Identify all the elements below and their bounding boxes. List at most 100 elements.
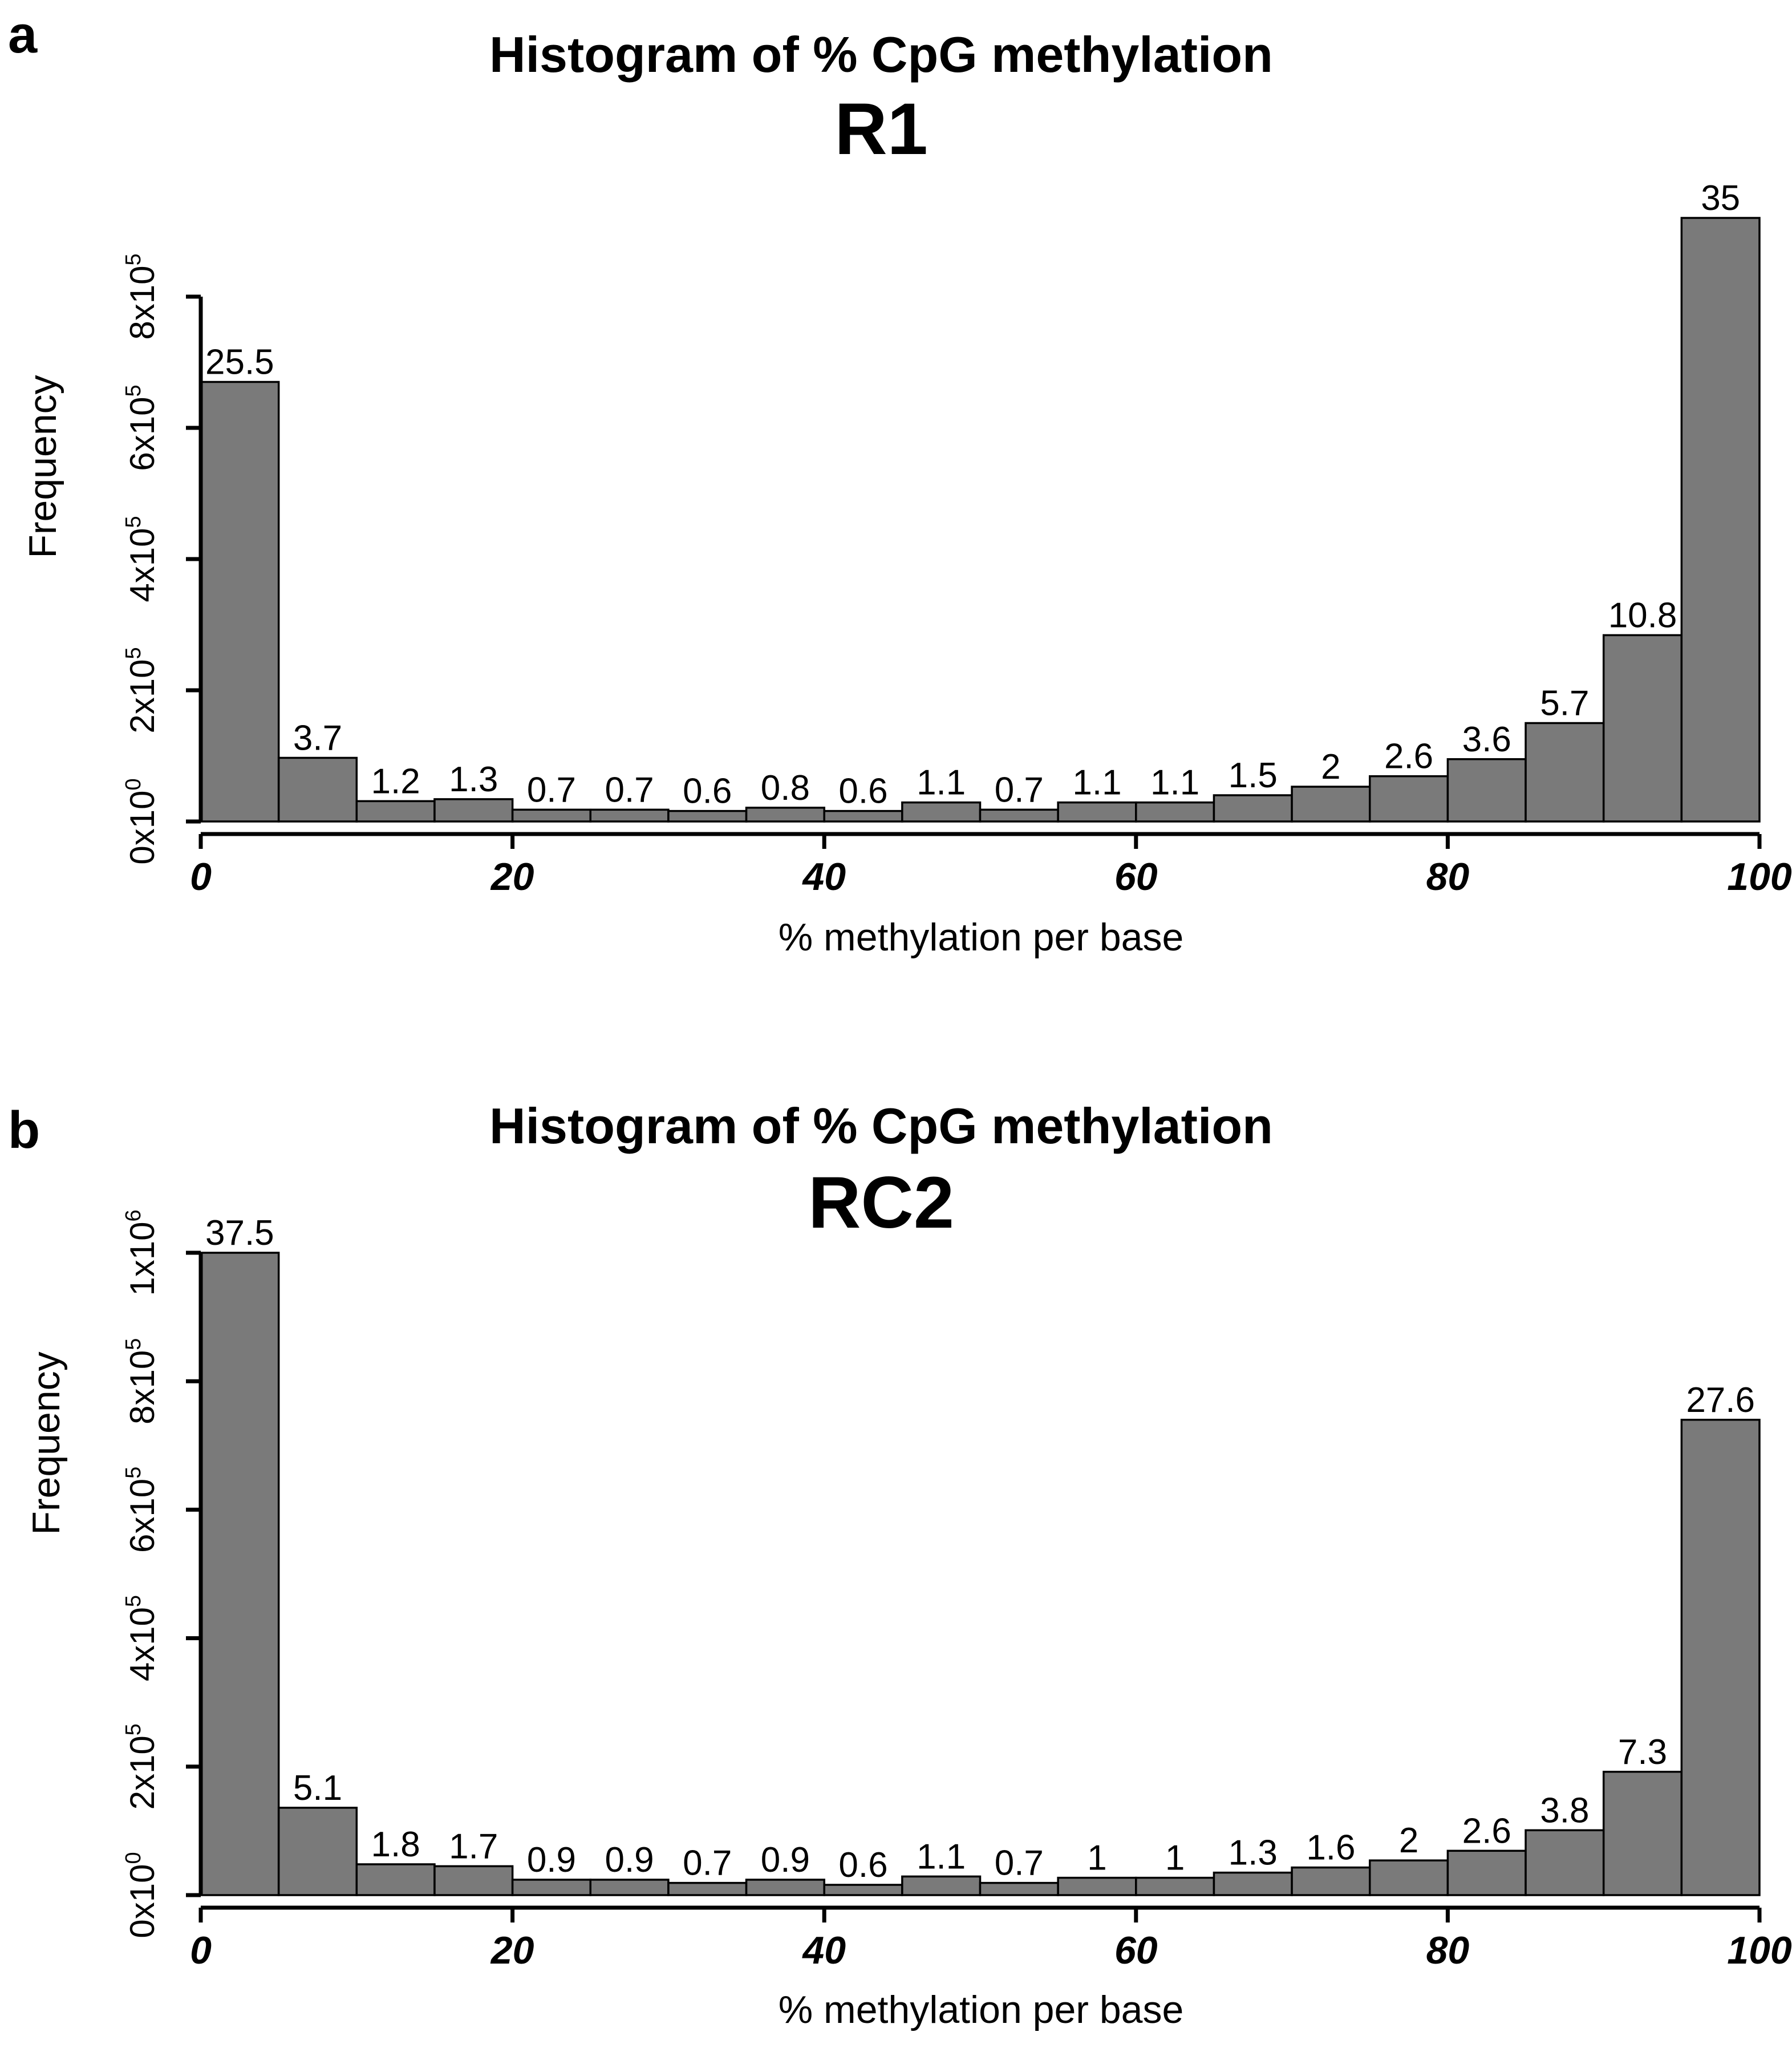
bar-data-label: 0.6 bbox=[838, 1845, 887, 1885]
y-tick-exponent: 0 bbox=[121, 1852, 145, 1864]
y-tick-exponent: 5 bbox=[121, 516, 145, 528]
histogram-bar bbox=[1135, 1876, 1215, 1896]
histogram-bar bbox=[667, 810, 748, 823]
x-tick-label: 40 bbox=[801, 1929, 846, 1972]
histogram-bar bbox=[355, 800, 436, 823]
chart-title: Histogram of % CpG methylation bbox=[489, 1098, 1273, 1154]
y-tick-label: 2x105 bbox=[121, 647, 161, 733]
y-tick-exponent: 5 bbox=[121, 1595, 145, 1607]
x-tick-label: 80 bbox=[1426, 1929, 1470, 1972]
histogram-panel-b: b Histogram of % CpG methylation RC2 Fre… bbox=[8, 1098, 1792, 2031]
panel-label: b bbox=[8, 1101, 40, 1159]
x-axis-label: % methylation per base bbox=[779, 1988, 1184, 2031]
bar-data-label: 0.6 bbox=[683, 772, 732, 811]
chart-subtitle: R1 bbox=[834, 88, 928, 170]
bar-data-label: 5.7 bbox=[1540, 684, 1589, 723]
bar-data-label: 10.8 bbox=[1608, 596, 1677, 635]
histogram-bar bbox=[1446, 1849, 1527, 1896]
bar-data-label: 1.6 bbox=[1306, 1828, 1355, 1868]
x-tick-label: 60 bbox=[1114, 1929, 1158, 1972]
bar-data-label: 2.6 bbox=[1384, 737, 1433, 776]
bar-group bbox=[200, 1252, 1761, 1896]
bar-data-label: 0.7 bbox=[683, 1844, 732, 1883]
histogram-bar bbox=[511, 808, 591, 823]
x-tick-label: 80 bbox=[1426, 855, 1470, 898]
bar-data-label: 0.8 bbox=[761, 768, 810, 808]
histogram-bar bbox=[823, 810, 903, 823]
bar-data-label: 0.7 bbox=[995, 770, 1044, 810]
y-tick-exponent: 6 bbox=[121, 1209, 145, 1221]
bar-data-label: 1.7 bbox=[449, 1827, 498, 1866]
bar-data-label: 2 bbox=[1321, 747, 1340, 787]
histogram-bar bbox=[667, 1881, 748, 1896]
y-tick-exponent: 5 bbox=[121, 647, 145, 659]
bar-data-label: 2.6 bbox=[1462, 1811, 1511, 1851]
x-tick-label: 0 bbox=[190, 855, 212, 898]
histogram-bar bbox=[1213, 794, 1293, 823]
x-tick-label: 100 bbox=[1727, 855, 1792, 898]
y-tick-base: 8x10 bbox=[123, 266, 161, 340]
y-tick-base: 0x10 bbox=[123, 1864, 161, 1938]
x-axis: 0 20 40 60 80 100 bbox=[190, 1905, 1792, 1972]
y-tick-label: 6x105 bbox=[121, 384, 161, 471]
histogram-bar bbox=[1602, 634, 1683, 823]
bar-data-label: 0.9 bbox=[605, 1840, 654, 1880]
bar-data-label: 37.5 bbox=[205, 1213, 274, 1253]
x-tick-label: 20 bbox=[490, 1929, 534, 1972]
bar-data-label: 3.8 bbox=[1540, 1791, 1589, 1830]
histogram-bar bbox=[200, 381, 280, 823]
histogram-bar bbox=[433, 1865, 514, 1896]
y-tick-label: 2x105 bbox=[121, 1723, 161, 1810]
y-tick-base: 1x10 bbox=[123, 1222, 161, 1296]
histogram-bar bbox=[1369, 1859, 1449, 1896]
histogram-bar bbox=[1057, 1876, 1137, 1896]
y-tick-exponent: 0 bbox=[121, 778, 145, 790]
y-tick-label: 6x105 bbox=[121, 1467, 161, 1553]
y-tick-label: 4x105 bbox=[121, 516, 161, 602]
histogram-bar bbox=[589, 808, 670, 823]
bar-data-label: 27.6 bbox=[1686, 1381, 1755, 1420]
y-tick-base: 6x10 bbox=[123, 397, 161, 471]
y-tick-label: 4x105 bbox=[121, 1595, 161, 1681]
y-tick-base: 8x10 bbox=[123, 1350, 161, 1424]
histogram-bar bbox=[200, 1252, 280, 1896]
bar-data-label: 3.7 bbox=[293, 718, 342, 758]
y-tick-label: 1x106 bbox=[121, 1209, 161, 1296]
y-tick-label: 8x105 bbox=[121, 253, 161, 339]
data-label-group: 25.5 3.7 1.2 1.3 0.7 0.7 0.6 0.8 0.6 1.1 0.7 1.1 1.1… bbox=[205, 179, 1740, 811]
bar-data-label: 25.5 bbox=[205, 343, 274, 382]
bar-data-label: 1.2 bbox=[371, 762, 420, 801]
bar-data-label: 1.8 bbox=[371, 1825, 420, 1864]
bar-group bbox=[200, 217, 1761, 823]
histogram-bar bbox=[1135, 801, 1215, 823]
x-tick-label: 100 bbox=[1727, 1929, 1792, 1972]
x-tick-label: 0 bbox=[190, 1929, 212, 1972]
histogram-bar bbox=[277, 756, 358, 823]
y-tick-label: 0x100 bbox=[121, 1852, 161, 1938]
bar-data-label: 1 bbox=[1087, 1839, 1106, 1878]
histogram-bar bbox=[1446, 758, 1527, 823]
bar-data-label: 0.7 bbox=[995, 1844, 1044, 1883]
histogram-bar bbox=[1291, 1866, 1371, 1896]
histogram-bar bbox=[823, 1884, 903, 1896]
histogram-bar bbox=[1525, 722, 1605, 823]
bar-data-label: 0.6 bbox=[838, 772, 887, 811]
y-tick-base: 4x10 bbox=[123, 528, 161, 602]
bar-data-label: 1.1 bbox=[1150, 763, 1199, 803]
y-tick-exponent: 5 bbox=[121, 1338, 145, 1350]
histogram-bar bbox=[745, 1879, 825, 1896]
y-tick-base: 2x10 bbox=[123, 1735, 161, 1810]
y-tick-base: 2x10 bbox=[123, 659, 161, 734]
x-tick-label: 20 bbox=[490, 855, 534, 898]
bar-data-label: 3.6 bbox=[1462, 720, 1511, 759]
bar-data-label: 1.1 bbox=[1072, 763, 1121, 803]
bar-data-label: 1 bbox=[1165, 1839, 1185, 1878]
histogram-bar bbox=[433, 798, 514, 823]
histogram-bar bbox=[1291, 786, 1371, 823]
histogram-bar bbox=[589, 1879, 670, 1896]
histogram-bar bbox=[1680, 1419, 1761, 1896]
histogram-bar bbox=[1680, 217, 1761, 823]
